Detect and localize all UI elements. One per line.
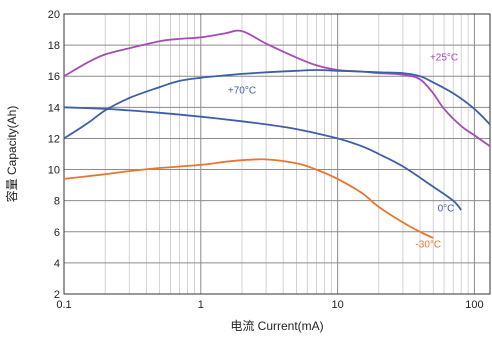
y-tick-label: 4 — [54, 258, 60, 270]
x-tick-label: 10 — [331, 299, 343, 311]
y-tick-label: 16 — [48, 71, 60, 83]
minor-gridlines — [104, 14, 469, 294]
x-axis-ticks: 0.1 1 10 100 — [56, 299, 483, 311]
y-axis-ticks: 2 4 6 8 10 12 14 16 18 20 — [48, 9, 60, 301]
y-axis-label: 容量 Capacity(Ah) — [4, 106, 19, 203]
y-tick-label: 20 — [48, 9, 60, 21]
y-tick-label: 14 — [48, 102, 60, 114]
x-axis-label: 电流 Current(mA) — [230, 319, 323, 333]
y-tick-label: 8 — [54, 196, 60, 208]
y-tick-label: 2 — [54, 289, 60, 301]
series-label: 0°C — [438, 204, 455, 215]
series-line — [63, 69, 491, 140]
series-label: -30°C — [415, 239, 441, 250]
plot-frame — [63, 13, 491, 295]
x-tick-label: 0.1 — [56, 299, 71, 311]
x-tick-label: 100 — [465, 299, 483, 311]
y-tick-label: 10 — [48, 165, 60, 177]
series-labels: +25°C +70°C 0°C -30°C — [228, 53, 458, 251]
y-tick-label: 6 — [54, 227, 60, 239]
series-label: +70°C — [228, 85, 256, 96]
series-label: +25°C — [430, 53, 458, 64]
x-tick-label: 1 — [198, 299, 204, 311]
series-lines — [63, 29, 491, 239]
series-line — [63, 29, 491, 147]
y-tick-label: 12 — [48, 133, 60, 145]
y-tick-label: 18 — [48, 40, 60, 52]
series-line — [63, 106, 462, 211]
major-gridlines — [63, 13, 490, 295]
series-line — [63, 158, 434, 239]
